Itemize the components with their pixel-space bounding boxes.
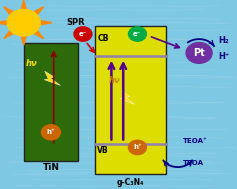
Text: h⁺: h⁺ [47,129,55,135]
Text: e⁻: e⁻ [133,31,142,37]
Circle shape [7,9,40,36]
Polygon shape [4,7,13,14]
Circle shape [128,27,146,41]
Bar [24,43,78,161]
Circle shape [128,140,146,155]
Text: g-C₃N₄: g-C₃N₄ [117,178,144,187]
Text: e⁻: e⁻ [79,31,87,37]
Polygon shape [0,21,6,25]
Polygon shape [44,71,60,85]
Circle shape [186,43,212,63]
Circle shape [74,27,92,41]
Polygon shape [34,31,44,39]
Text: hν: hν [26,59,38,68]
Text: Pt: Pt [193,48,205,58]
Polygon shape [4,31,13,39]
Polygon shape [21,36,26,45]
Text: h⁺: h⁺ [133,144,142,150]
Circle shape [41,125,60,140]
Bar [95,26,166,174]
Text: VB: VB [97,146,109,155]
Text: TiN: TiN [42,163,59,172]
Text: TEOA⁺: TEOA⁺ [182,138,207,143]
Polygon shape [34,7,44,14]
Polygon shape [21,0,26,9]
Text: H⁺: H⁺ [218,52,229,61]
Polygon shape [120,91,134,104]
Polygon shape [41,21,52,25]
Text: hν: hν [109,76,121,85]
Text: SPR: SPR [66,18,85,27]
Text: H₂: H₂ [218,36,229,46]
Text: CB: CB [97,34,109,43]
Text: TEOA: TEOA [182,160,204,166]
